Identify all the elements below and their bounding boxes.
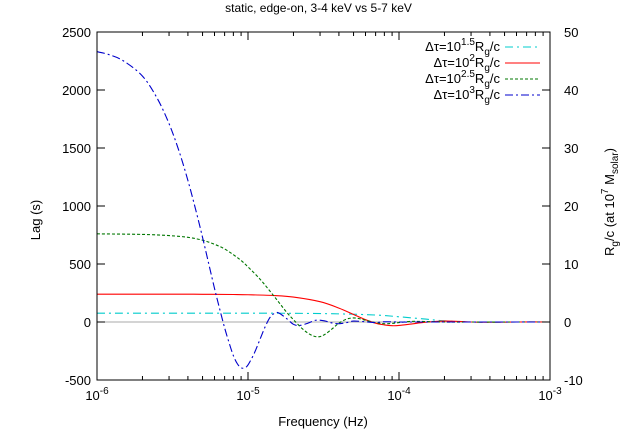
legend: Δτ=101.5Rg/cΔτ=102Rg/cΔτ=102.5Rg/cΔτ=103… [425,37,540,106]
ticks-layer: 10-6 10-5 10-4 10-3-50005001000150020002500… [62,25,583,403]
y2-tick-label: 10 [564,257,578,272]
y-tick-label: 1500 [62,141,91,156]
y-axis-title: Lag (s) [28,200,43,240]
legend-label-4: Δτ=103Rg/c [433,85,500,106]
legend-label-2: Δτ=102Rg/c [433,53,500,74]
y-tick-label: 2000 [62,83,91,98]
y-tick-label: 2500 [62,25,91,40]
series-line-3 [96,233,550,338]
x-tick-label: 10-4 [387,386,411,403]
y2-tick-label: 30 [564,141,578,156]
x-axis-title: Frequency (Hz) [278,414,368,429]
chart-title: static, edge-on, 3-4 keV vs 5-7 keV [225,1,412,15]
x-tick-label: 10-5 [236,386,260,403]
y-tick-label: 0 [84,315,91,330]
y2-tick-label: -10 [564,373,583,388]
series-line-4 [96,51,550,369]
series-layer [96,51,551,369]
y-tick-label: 1000 [62,199,91,214]
y2-tick-label: 40 [564,83,578,98]
y-tick-label: 500 [69,257,91,272]
y2-tick-label: 20 [564,199,578,214]
legend-label-1: Δτ=101.5Rg/c [425,37,500,58]
y-tick-label: -500 [65,373,91,388]
y2-tick-label: 50 [564,25,578,40]
x-tick-label: 10-6 [85,386,109,403]
y2-axis-title: Rg/c (at 107 Msolar) [600,148,621,256]
y2-tick-label: 0 [564,315,571,330]
legend-label-3: Δτ=102.5Rg/c [425,69,500,90]
x-tick-label: 10-3 [538,386,562,403]
